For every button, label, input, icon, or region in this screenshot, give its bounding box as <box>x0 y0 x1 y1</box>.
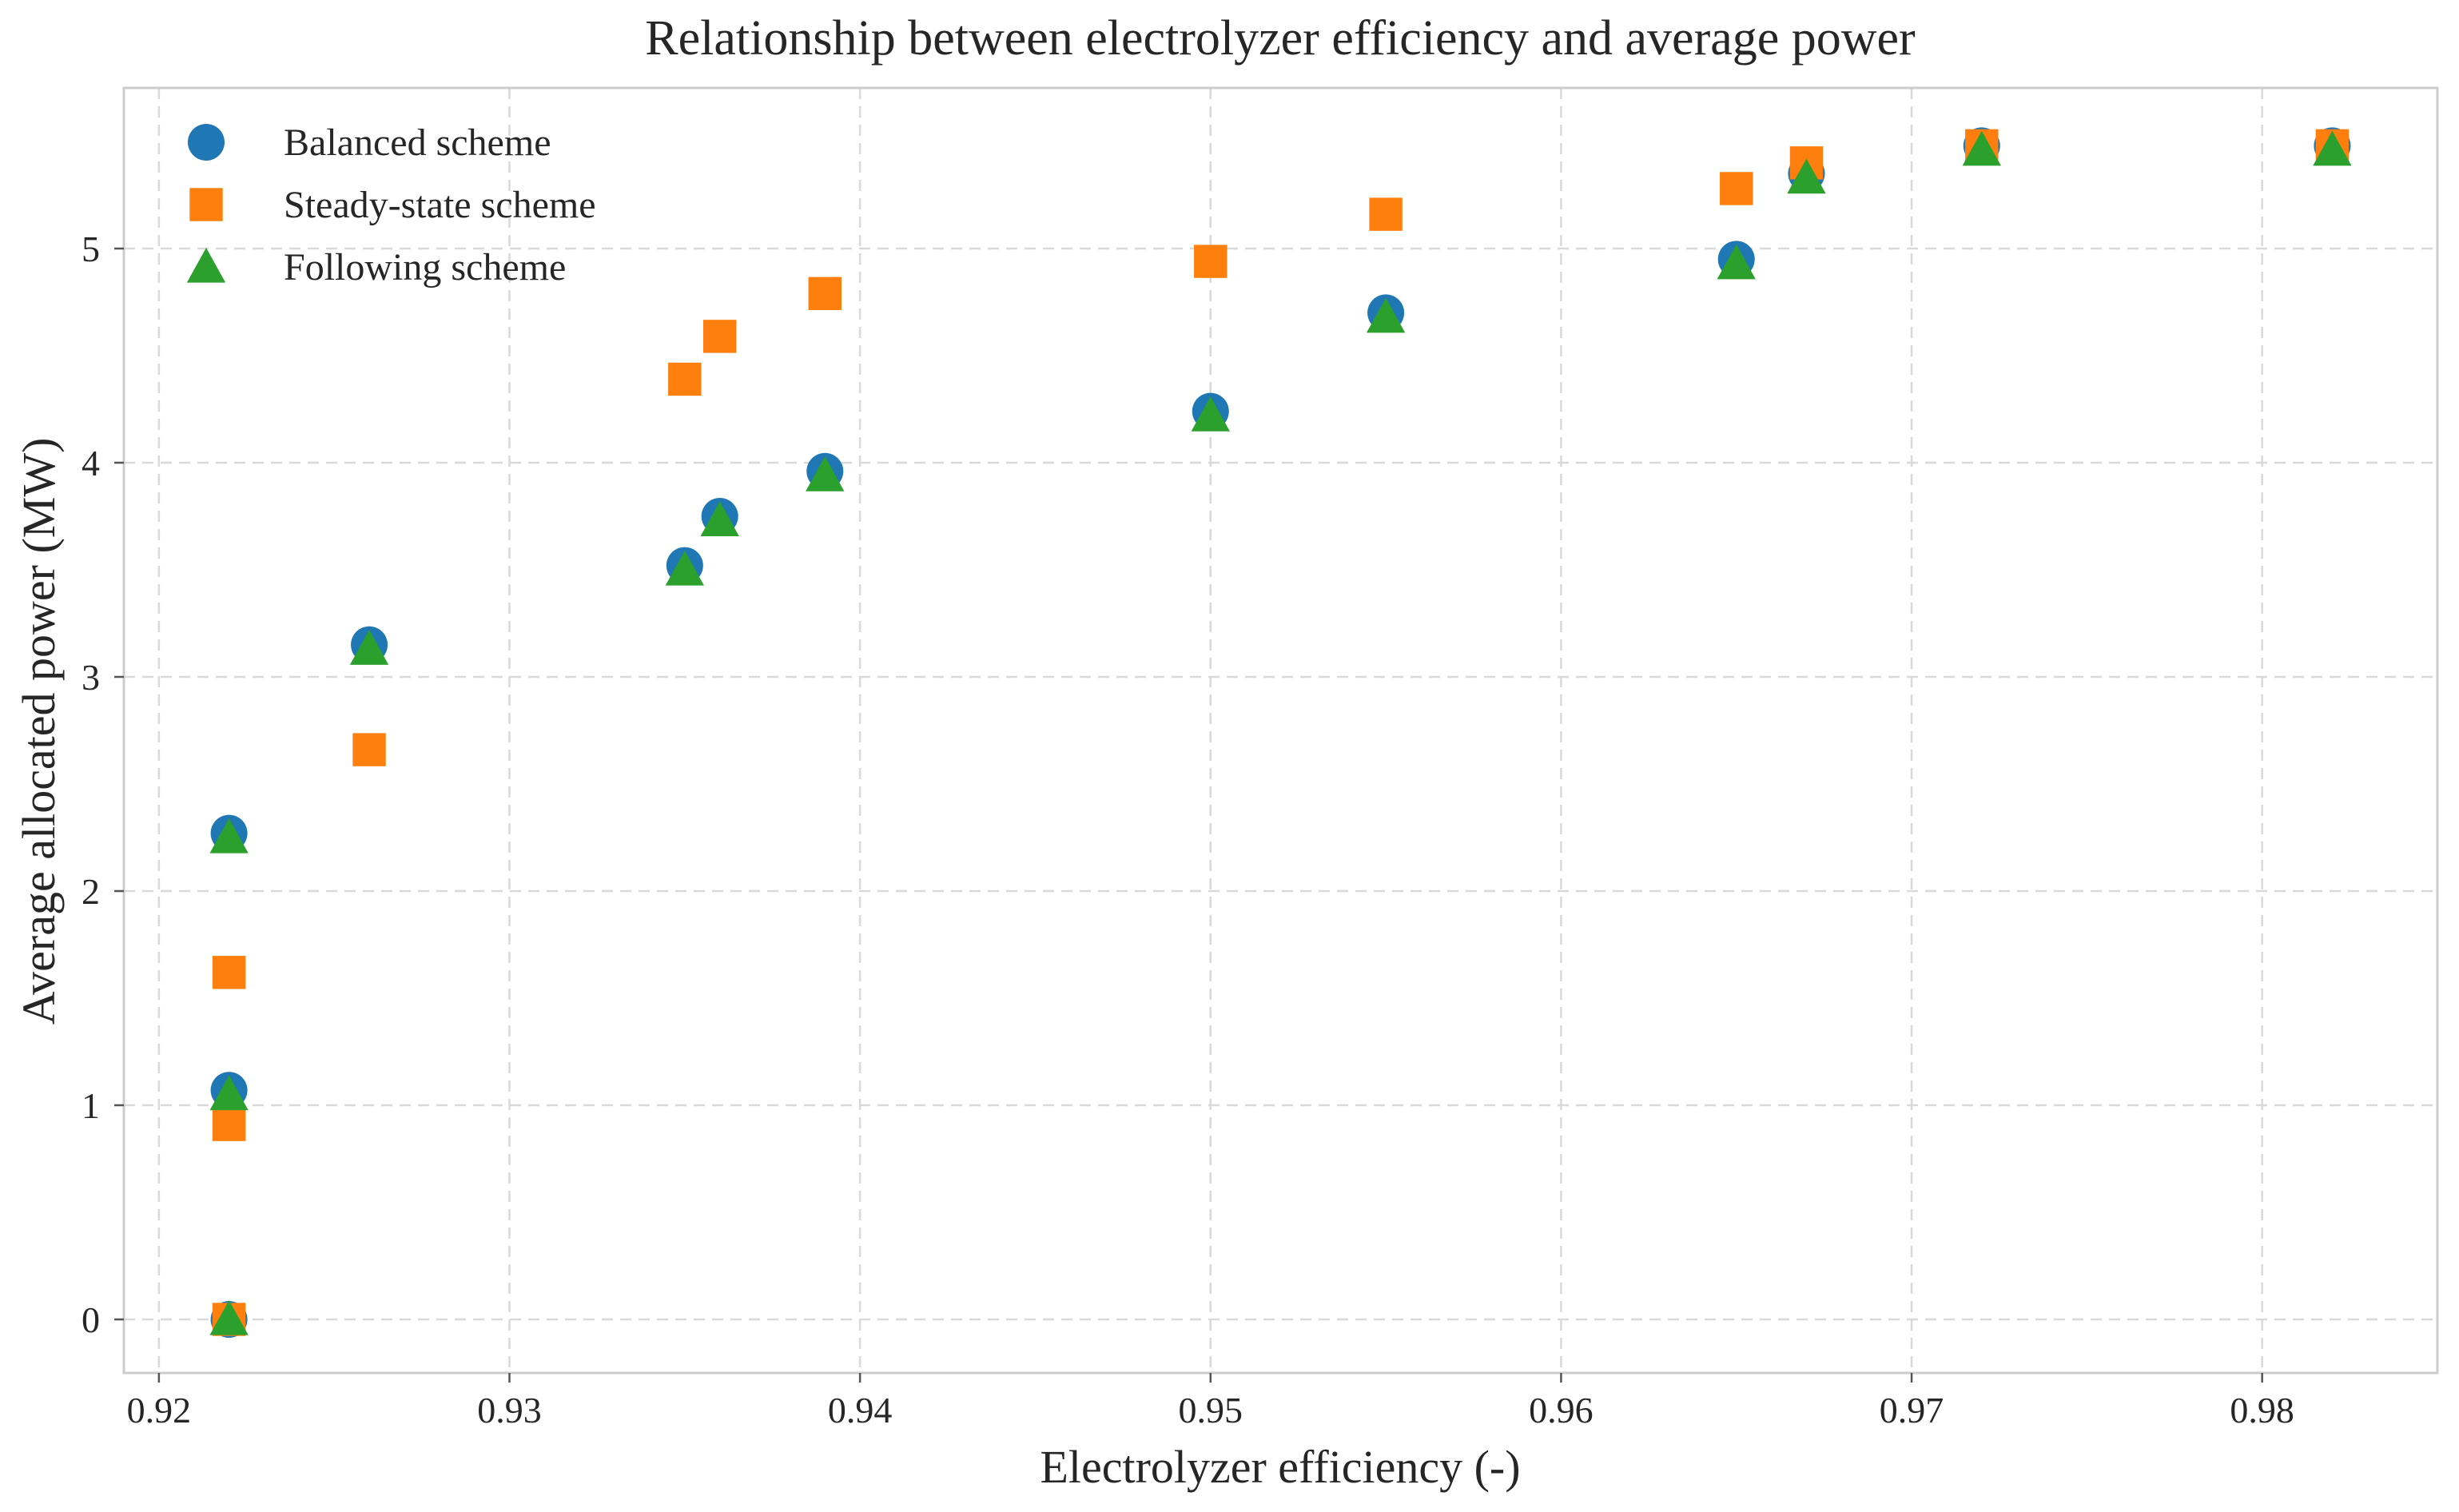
y-tick-label: 0 <box>82 1299 100 1340</box>
series-square <box>212 129 2350 1336</box>
data-marks <box>209 127 2352 1338</box>
triangle-point <box>806 456 845 491</box>
square-point <box>808 277 842 310</box>
axis-ticks: 0.92 0.93 0.94 0.95 0.96 0.97 0.98 0 1 2 3 4 5 <box>82 229 2294 1430</box>
series-triangle <box>209 130 2352 1335</box>
legend-label: Balanced scheme <box>284 121 551 164</box>
square-point <box>1194 245 1228 278</box>
legend-item: Steady-state scheme <box>189 184 596 226</box>
triangle-point <box>209 818 249 853</box>
triangle-point <box>209 1299 249 1335</box>
triangle-point <box>1962 130 2001 166</box>
legend-circle-marker <box>188 124 225 161</box>
y-axis-title: Average allocated power (MW) <box>13 438 65 1025</box>
x-tick-label: 0.92 <box>127 1390 192 1430</box>
x-tick-label: 0.96 <box>1529 1390 1594 1430</box>
x-tick-label: 0.93 <box>477 1390 542 1430</box>
square-point <box>668 362 702 396</box>
x-axis-title: Electrolyzer efficiency (-) <box>1040 1441 1520 1493</box>
series-circle <box>210 127 2351 1338</box>
triangle-point <box>700 501 739 537</box>
x-tick-label: 0.94 <box>828 1390 893 1430</box>
square-point <box>1369 197 1403 231</box>
y-tick-label: 2 <box>82 871 100 912</box>
legend-item: Balanced scheme <box>188 121 551 164</box>
legend-label: Following scheme <box>284 246 566 288</box>
triangle-point <box>2313 130 2352 166</box>
triangle-point <box>1366 297 1406 333</box>
plot-frame <box>122 86 2439 1375</box>
grid <box>124 88 2437 1373</box>
legend-label: Steady-state scheme <box>284 184 596 226</box>
square-point <box>212 1108 246 1141</box>
triangle-point <box>1717 244 1756 280</box>
y-tick-label: 1 <box>82 1085 100 1126</box>
square-point <box>1720 172 1753 205</box>
triangle-point <box>1191 396 1230 432</box>
square-point <box>212 956 246 989</box>
x-tick-label: 0.97 <box>1880 1390 1944 1430</box>
triangle-point <box>349 630 389 665</box>
triangle-point <box>209 1075 249 1111</box>
legend-item: Following scheme <box>186 246 566 288</box>
triangle-point <box>1787 158 1826 194</box>
square-point <box>352 733 386 766</box>
legend: Balanced scheme Steady-state scheme Follow… <box>186 121 596 288</box>
legend-square-marker <box>189 188 223 221</box>
y-tick-label: 4 <box>82 443 100 483</box>
triangle-point <box>665 550 704 586</box>
chart-title: Relationship between electrolyzer effici… <box>645 11 1916 66</box>
x-tick-label: 0.98 <box>2230 1390 2294 1430</box>
y-tick-label: 3 <box>82 657 100 698</box>
square-point <box>702 320 737 353</box>
x-tick-label: 0.95 <box>1179 1390 1243 1430</box>
y-tick-label: 5 <box>82 229 100 269</box>
legend-triangle-marker <box>186 247 226 283</box>
